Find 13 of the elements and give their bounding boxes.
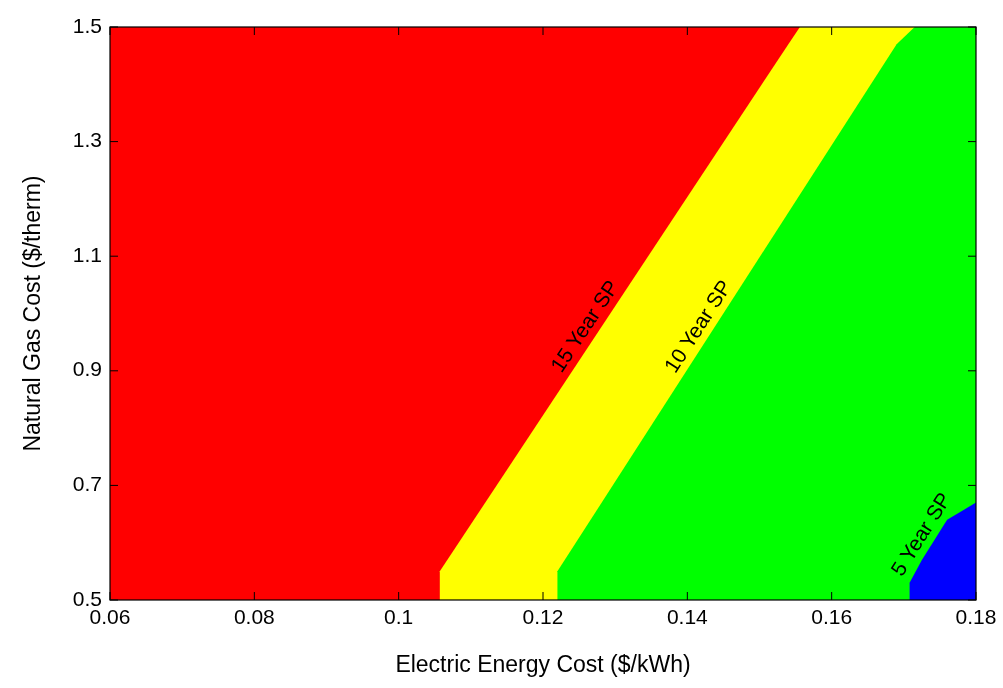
x-axis-title: Electric Energy Cost ($/kWh): [395, 651, 691, 677]
x-tick-label: 0.16: [811, 605, 853, 628]
x-tick-label: 0.1: [384, 605, 414, 628]
y-tick-label: 1.1: [72, 242, 102, 266]
y-tick-label: 0.7: [72, 471, 102, 495]
x-tick-label: 0.08: [233, 605, 275, 628]
x-tick-label: 0.14: [666, 605, 709, 628]
x-tick-label: 0.12: [522, 605, 564, 628]
y-axis-title: Natural Gas Cost ($/therm): [19, 175, 45, 452]
y-tick-label: 0.9: [72, 357, 102, 381]
y-tick-label: 1.3: [72, 128, 102, 152]
x-tick-label: 0.18: [955, 605, 997, 628]
y-tick-label: 1.5: [72, 13, 102, 37]
